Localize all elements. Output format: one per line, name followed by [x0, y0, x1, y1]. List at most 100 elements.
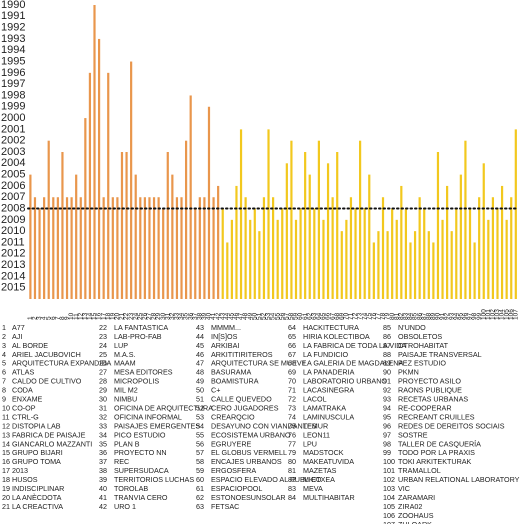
bar — [272, 197, 275, 299]
legend-name: LAMATRAKA — [303, 403, 346, 412]
bar — [143, 197, 146, 299]
legend-number: 9 — [2, 395, 6, 404]
legend-name: LUP — [114, 341, 128, 350]
legend-name: LPU — [303, 439, 317, 448]
x-tick-label: 19 — [109, 312, 116, 320]
x-tick-label: 73 — [357, 312, 364, 320]
legend-number: 61 — [196, 484, 204, 493]
legend-number: 84 — [288, 493, 296, 502]
legend-name: FETSAC — [211, 502, 239, 511]
legend-number: 32 — [99, 412, 107, 421]
x-tick-label: 38 — [196, 312, 203, 320]
bar — [198, 197, 201, 299]
legend-number: 97 — [383, 430, 391, 439]
legend-name: CODA — [12, 386, 33, 395]
x-tick-label: 86 — [416, 312, 423, 320]
bar — [194, 208, 197, 299]
bar — [107, 72, 110, 299]
legend-number: 96 — [383, 421, 391, 430]
bar — [70, 197, 73, 299]
legend-name: TRANVIA CERO — [114, 493, 168, 502]
legend-number: 50 — [196, 386, 204, 395]
legend-name: EL GLOBUS VERMELL — [211, 448, 287, 457]
legend-name: RE-COOPERAR — [398, 403, 452, 412]
bar — [157, 197, 160, 299]
legend-name: LA FABRICA DE TODA LA VIDA — [303, 341, 406, 350]
bar — [217, 185, 220, 299]
legend-number: 82 — [288, 475, 296, 484]
legend-name: RECREANT CRUILLES — [398, 412, 475, 421]
legend-name: LAMINUSCULA — [303, 412, 354, 421]
legend-number: 8 — [2, 386, 6, 395]
legend-number: 5 — [2, 359, 6, 368]
bar — [482, 163, 485, 299]
bar — [299, 208, 302, 299]
x-tick-label: 5 — [45, 316, 52, 320]
x-tick-label: 14 — [87, 312, 94, 320]
bar — [308, 174, 311, 299]
legend-name: IN[S]OS — [211, 332, 238, 341]
legend-number: 59 — [196, 466, 204, 475]
bar — [65, 197, 69, 299]
x-tick-label: 65 — [320, 312, 327, 320]
x-tick-label: 70 — [343, 312, 350, 320]
legend-name: MESA EDITORES — [114, 368, 173, 377]
legend-number: 95 — [383, 412, 391, 421]
legend-name: PKMN — [398, 368, 419, 377]
legend-name: MULTIHABITAR — [303, 493, 355, 502]
legend-name: DESAYUNO CON VIANDANTES — [211, 421, 317, 430]
legend-number: 40 — [99, 484, 107, 493]
x-tick-label: 25 — [137, 312, 144, 320]
bar — [267, 129, 270, 299]
bar — [162, 208, 165, 299]
legend-number: 88 — [383, 350, 391, 359]
legend-name: ZIRA02 — [398, 502, 422, 511]
bar — [235, 185, 238, 299]
x-tick-label: 20 — [114, 312, 121, 320]
legend-number: 12 — [2, 421, 10, 430]
legend-name: NIMBU — [114, 395, 137, 404]
bar — [391, 208, 394, 299]
legend-number: 94 — [383, 403, 391, 412]
bar — [459, 174, 462, 299]
bar — [171, 174, 174, 299]
x-tick-label: 23 — [128, 312, 135, 320]
legend-number: 35 — [99, 439, 107, 448]
legend-name: SUPERSUDACA — [114, 466, 169, 475]
bar — [249, 219, 252, 299]
bar — [372, 242, 375, 299]
y-tick-label: 2010 — [1, 225, 25, 237]
x-tick-label: 11 — [73, 313, 80, 320]
bar — [326, 163, 330, 299]
legend-number: 29 — [99, 386, 107, 395]
bar — [184, 140, 188, 299]
legend-name: LACOL — [303, 395, 327, 404]
bar — [294, 219, 298, 299]
x-tick-label: 33 — [174, 312, 181, 320]
legend-name: CREARQCIO — [211, 412, 255, 421]
legend-number: 3 — [2, 341, 6, 350]
legend-name: AJI — [12, 332, 22, 341]
x-tick-label: 68 — [334, 312, 341, 320]
legend-name: HACKITECTURA — [303, 323, 359, 332]
x-tick-label: 35 — [183, 312, 190, 320]
bar — [281, 208, 284, 299]
bar — [43, 197, 46, 299]
x-tick-label: 66 — [325, 312, 332, 320]
y-tick-label: 1991 — [1, 10, 25, 22]
legend-number: 100 — [383, 457, 395, 466]
bar — [432, 242, 435, 299]
legend-number: 19 — [2, 484, 10, 493]
legend-name: ZULOARK — [398, 520, 432, 524]
bar — [102, 197, 105, 299]
x-tick-label: 32 — [169, 312, 176, 320]
legend-number: 69 — [288, 368, 296, 377]
x-tick-label: 59 — [293, 312, 300, 320]
bar — [446, 185, 449, 299]
bar — [478, 197, 481, 299]
x-tick-label: 76 — [370, 312, 377, 320]
legend-name: MIL M2 — [114, 386, 138, 395]
legend-name: TOROLAB — [114, 484, 148, 493]
y-tick-label: 2002 — [1, 135, 25, 147]
x-tick-label: 8 — [59, 316, 66, 320]
